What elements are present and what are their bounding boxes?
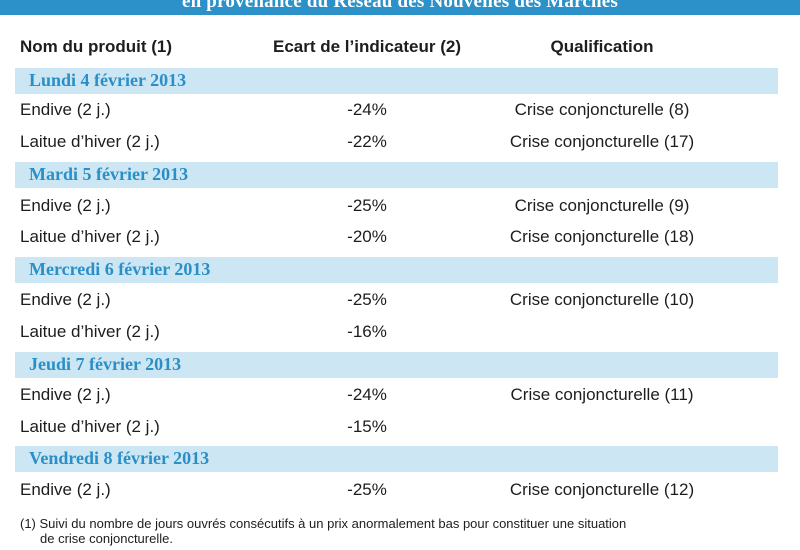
table-title-bar: en provenance du Réseau des Nouvelles de… — [0, 0, 800, 15]
footnote-line-1: (1) Suivi du nombre de jours ouvrés cons… — [20, 516, 627, 531]
cell-ecart: -25% — [347, 290, 387, 309]
cell-ecart: -20% — [347, 227, 387, 246]
cell-product: Laitue d’hiver (2 j.) — [20, 132, 160, 151]
cell-product: Laitue d’hiver (2 j.) — [20, 227, 160, 246]
cell-qualification: Crise conjoncturelle (17) — [509, 132, 695, 151]
day-label: Mardi 5 février 2013 — [29, 164, 189, 184]
cell-product: Endive (2 j.) — [20, 100, 111, 119]
cell-product: Laitue d’hiver (2 j.) — [20, 322, 160, 341]
day-band: Vendredi 8 février 2013 — [15, 446, 778, 472]
cell-ecart: -16% — [347, 322, 387, 341]
day-label: Jeudi 7 février 2013 — [29, 354, 182, 374]
cell-product: Endive (2 j.) — [20, 196, 111, 215]
footnote-line-2: de crise conjoncturelle. — [40, 531, 173, 546]
cell-ecart: -25% — [347, 196, 387, 215]
table-row: Endive (2 j.) -24% Crise conjoncturelle … — [0, 97, 800, 123]
day-label: Mercredi 6 février 2013 — [29, 259, 211, 279]
cell-product: Endive (2 j.) — [20, 385, 111, 404]
cell-product: Endive (2 j.) — [20, 480, 111, 499]
cell-ecart: -25% — [347, 480, 387, 499]
header-product: Nom du produit (1) — [20, 37, 173, 56]
table-row: Laitue d’hiver (2 j.) -16% — [0, 319, 800, 345]
day-label: Vendredi 8 février 2013 — [29, 448, 210, 468]
cell-qualification: Crise conjoncturelle (12) — [509, 480, 695, 499]
footnote: (1) Suivi du nombre de jours ouvrés cons… — [20, 516, 780, 546]
cell-qualification: Crise conjoncturelle (10) — [509, 290, 695, 309]
day-band: Mercredi 6 février 2013 — [15, 257, 778, 283]
cell-ecart: -22% — [347, 132, 387, 151]
cell-product: Endive (2 j.) — [20, 290, 111, 309]
table-row: Endive (2 j.) -25% Crise conjoncturelle … — [0, 193, 800, 219]
day-band: Mardi 5 février 2013 — [15, 162, 778, 188]
cell-qualification: Crise conjoncturelle (9) — [514, 196, 690, 215]
column-headers: Nom du produit (1) Ecart de l’indicateur… — [0, 37, 800, 61]
day-band: Jeudi 7 février 2013 — [15, 352, 778, 378]
cell-qualification: Crise conjoncturelle (8) — [514, 100, 690, 119]
table-row: Laitue d’hiver (2 j.) -15% — [0, 414, 800, 440]
table-panel: Nom du produit (1) Ecart de l’indicateur… — [0, 15, 800, 550]
day-label: Lundi 4 février 2013 — [29, 70, 187, 90]
day-band: Lundi 4 février 2013 — [15, 68, 778, 94]
cell-ecart: -24% — [347, 385, 387, 404]
header-qualification: Qualification — [550, 37, 654, 56]
table-row: Endive (2 j.) -25% Crise conjoncturelle … — [0, 287, 800, 313]
cell-qualification: Crise conjoncturelle (11) — [510, 385, 694, 404]
cell-product: Laitue d’hiver (2 j.) — [20, 417, 160, 436]
cell-qualification: Crise conjoncturelle (18) — [509, 227, 695, 246]
table-title: en provenance du Réseau des Nouvelles de… — [181, 0, 619, 12]
table-row: Endive (2 j.) -25% Crise conjoncturelle … — [0, 477, 800, 503]
table-row: Endive (2 j.) -24% Crise conjoncturelle … — [0, 382, 800, 408]
cell-ecart: -15% — [347, 417, 387, 436]
cell-ecart: -24% — [347, 100, 387, 119]
header-ecart: Ecart de l’indicateur (2) — [273, 37, 461, 56]
table-row: Laitue d’hiver (2 j.) -22% Crise conjonc… — [0, 129, 800, 155]
table-row: Laitue d’hiver (2 j.) -20% Crise conjonc… — [0, 224, 800, 250]
